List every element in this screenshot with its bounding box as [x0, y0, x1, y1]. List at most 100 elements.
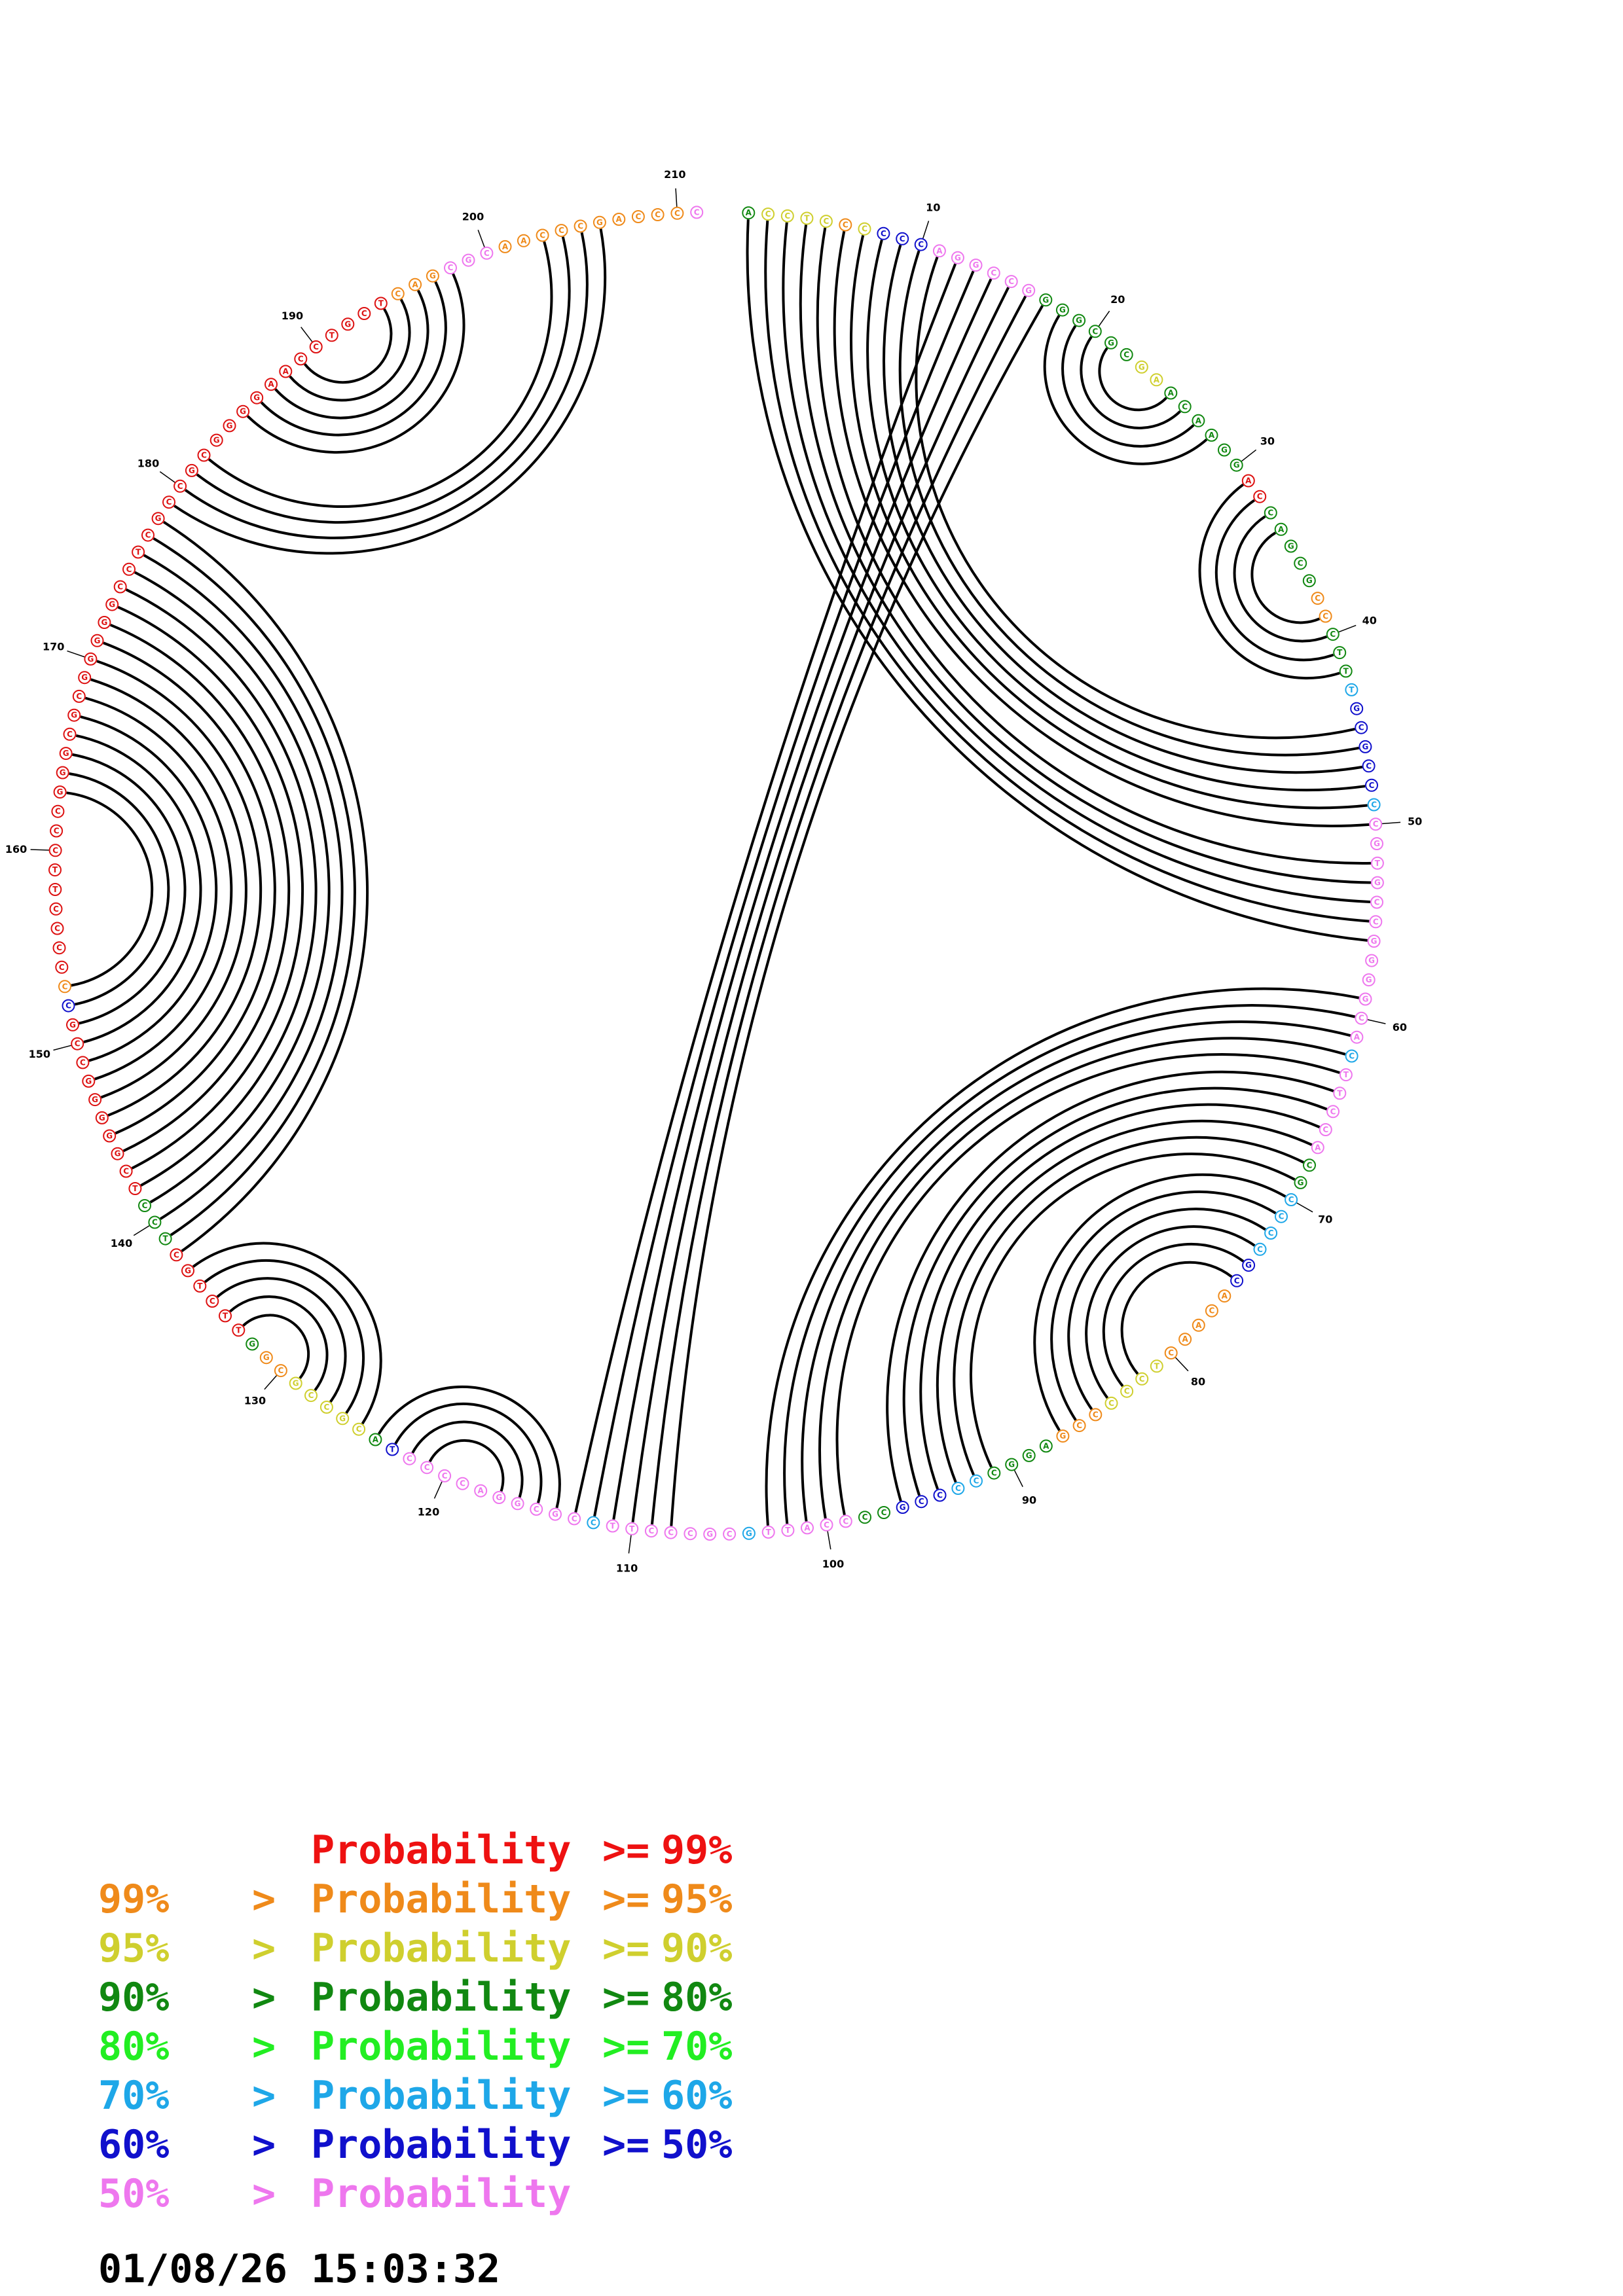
legend-ge: >= — [602, 2024, 650, 2070]
nucleotide: C — [1370, 895, 1383, 909]
legend-gt: > — [252, 2073, 276, 2119]
nucleotide-letter: T — [1154, 1361, 1160, 1371]
base-pair-arc — [818, 1037, 1346, 1519]
nucleotide-letter: G — [1366, 975, 1372, 984]
nucleotide-letter: G — [465, 256, 472, 265]
nucleotide: C — [197, 448, 211, 462]
nucleotide-letter: G — [1025, 286, 1032, 295]
nucleotide-letter: C — [1139, 1374, 1145, 1384]
base-pair-arc — [765, 987, 1360, 1526]
base-pair-arc — [670, 305, 1044, 1526]
nucleotide-letter: C — [668, 1528, 674, 1537]
tick-line — [53, 1045, 73, 1051]
tick-label: 190 — [282, 310, 303, 322]
tick-line — [922, 221, 930, 240]
nucleotide-letter: C — [974, 1477, 979, 1486]
nucleotide-letter: G — [1026, 1451, 1032, 1460]
nucleotide: C — [138, 1199, 151, 1212]
nucleotide-letter: G — [57, 787, 64, 797]
nucleotide: G — [1005, 1458, 1019, 1471]
nucleotide-letter: G — [1368, 956, 1375, 965]
nucleotide-letter: G — [496, 1493, 502, 1502]
nucleotide: G — [95, 1111, 109, 1124]
base-pair-arc — [163, 520, 369, 1253]
nucleotide: C — [49, 902, 63, 916]
nucleotide: T — [128, 1182, 142, 1195]
nucleotide: G — [210, 433, 223, 447]
nucleotide-letter: A — [1154, 375, 1160, 384]
legend-word: Probability — [311, 2073, 572, 2119]
nucleotide: C — [651, 208, 665, 221]
nucleotide-letter: C — [201, 451, 207, 460]
base-pair-arc — [103, 641, 276, 1135]
tick-line — [301, 327, 314, 344]
nucleotide-letter: C — [539, 231, 545, 240]
nucleotide-letter: G — [99, 1113, 105, 1122]
base-pair-arc — [303, 308, 393, 384]
nucleotide: G — [1302, 574, 1316, 588]
tick-label: 90 — [1022, 1494, 1036, 1506]
nucleotide-letter: A — [520, 236, 527, 245]
nucleotide-letter: C — [1374, 898, 1380, 907]
nucleotide-letter: C — [1373, 819, 1379, 829]
nucleotide-letter: C — [1315, 594, 1321, 603]
base-pair-arc — [1098, 347, 1167, 412]
tick-label: 180 — [137, 457, 159, 470]
tick-label: 130 — [244, 1394, 266, 1407]
nucleotide-letter: C — [881, 1508, 887, 1517]
nucleotide: C — [1072, 1419, 1086, 1433]
base-pair-arc — [394, 1402, 543, 1503]
nucleotide: A — [279, 365, 293, 378]
nucleotide: T — [1339, 664, 1353, 678]
nucleotide: G — [1022, 1448, 1036, 1462]
nucleotide: T — [232, 1323, 246, 1337]
nucleotide: C — [1004, 275, 1018, 289]
nucleotide: C — [444, 261, 457, 275]
nucleotide-letter: A — [412, 280, 418, 289]
tick-line — [433, 1480, 443, 1499]
nucleotide-letter: G — [1008, 1460, 1015, 1469]
nucleotide: G — [185, 463, 198, 477]
nucleotide: C — [76, 1056, 90, 1069]
base-pair-arc — [125, 588, 318, 1187]
nucleotide-letter: T — [236, 1325, 242, 1335]
nucleotide: G — [1039, 293, 1053, 307]
nucleotide-letter: C — [1168, 1348, 1174, 1357]
nucleotide: A — [1218, 1289, 1231, 1303]
base-pair-arc — [835, 1052, 1340, 1515]
nucleotide: C — [819, 215, 833, 228]
legend-lower: 95% — [98, 1926, 170, 1971]
nucleotide-letter: G — [955, 253, 961, 262]
nucleotide: G — [1370, 876, 1384, 889]
base-pair-arc — [799, 224, 1371, 884]
nucleotide-letter: A — [804, 1523, 811, 1532]
tick-line — [1295, 1202, 1313, 1213]
nucleotide-letter: C — [1307, 1160, 1313, 1170]
nucleotide-letter: G — [189, 466, 195, 475]
nucleotide: C — [352, 1422, 366, 1436]
tick-label: 20 — [1110, 293, 1125, 306]
nucleotide: C — [1326, 1105, 1340, 1119]
nucleotide: G — [1242, 1259, 1256, 1272]
nucleotide: G — [59, 747, 73, 761]
nucleotide-letter: C — [727, 1530, 733, 1539]
nucleotide-letter: G — [1076, 316, 1082, 325]
nucleotide-letter: G — [155, 514, 162, 523]
nucleotide: C — [1369, 915, 1383, 929]
nucleotide-letter: C — [126, 565, 132, 574]
nucleotide: A — [1311, 1141, 1324, 1155]
base-pair-arc — [75, 734, 202, 1044]
nucleotide: G — [90, 634, 104, 647]
nucleotide-letter: C — [591, 1518, 596, 1527]
nucleotide-letter: C — [54, 924, 60, 933]
nucleotide: C — [1362, 759, 1376, 773]
nucleotide: A — [932, 244, 946, 258]
nucleotide-letter: C — [765, 209, 771, 219]
nucleotide-letter: C — [152, 1218, 158, 1227]
legend-ge: >= — [602, 1876, 650, 1922]
nucleotide-letter: A — [373, 1435, 379, 1444]
nucleotide: C — [555, 224, 568, 238]
nucleotide-letter: C — [442, 1471, 448, 1480]
nucleotide-letter: G — [227, 421, 233, 430]
tick-label: 120 — [418, 1506, 439, 1518]
